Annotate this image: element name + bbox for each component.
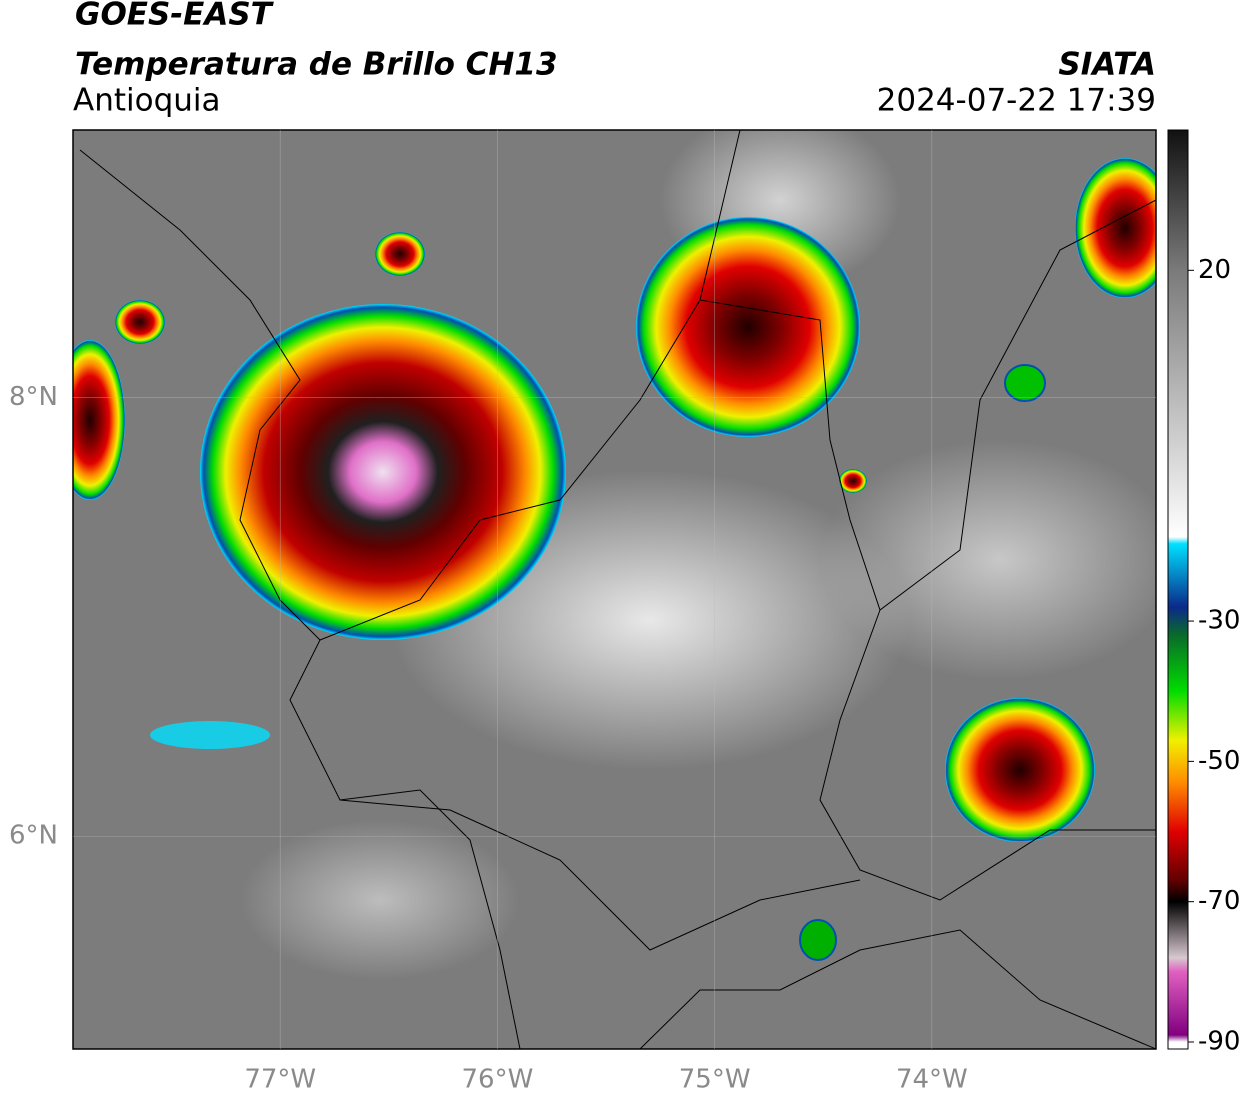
source: SIATA	[1058, 47, 1156, 83]
colorbar-tick-label: -50	[1198, 746, 1240, 776]
map-frame	[72, 129, 1157, 1050]
title: GOES-EAST	[75, 0, 275, 33]
subtitle: Temperatura de Brillo CH13	[75, 47, 558, 83]
colorbar	[1167, 129, 1189, 1050]
colorbar-tick-label: -30	[1198, 606, 1240, 636]
map-image	[73, 130, 1156, 1049]
x-tick-label: 74°W	[896, 1065, 968, 1095]
colorbar-tick-label: -90	[1198, 1026, 1240, 1056]
colorbar-tick-label: 20	[1198, 255, 1231, 285]
y-tick-label: 6°N	[9, 821, 58, 851]
x-tick-label: 75°W	[679, 1065, 751, 1095]
x-tick-label: 77°W	[244, 1065, 316, 1095]
x-tick-label: 76°W	[462, 1065, 534, 1095]
y-tick-label: 8°N	[9, 382, 58, 412]
region: Antioquia	[73, 83, 221, 119]
datetime: 2024-07-22 17:39	[877, 83, 1156, 119]
colorbar-tick-label: -70	[1198, 886, 1240, 916]
